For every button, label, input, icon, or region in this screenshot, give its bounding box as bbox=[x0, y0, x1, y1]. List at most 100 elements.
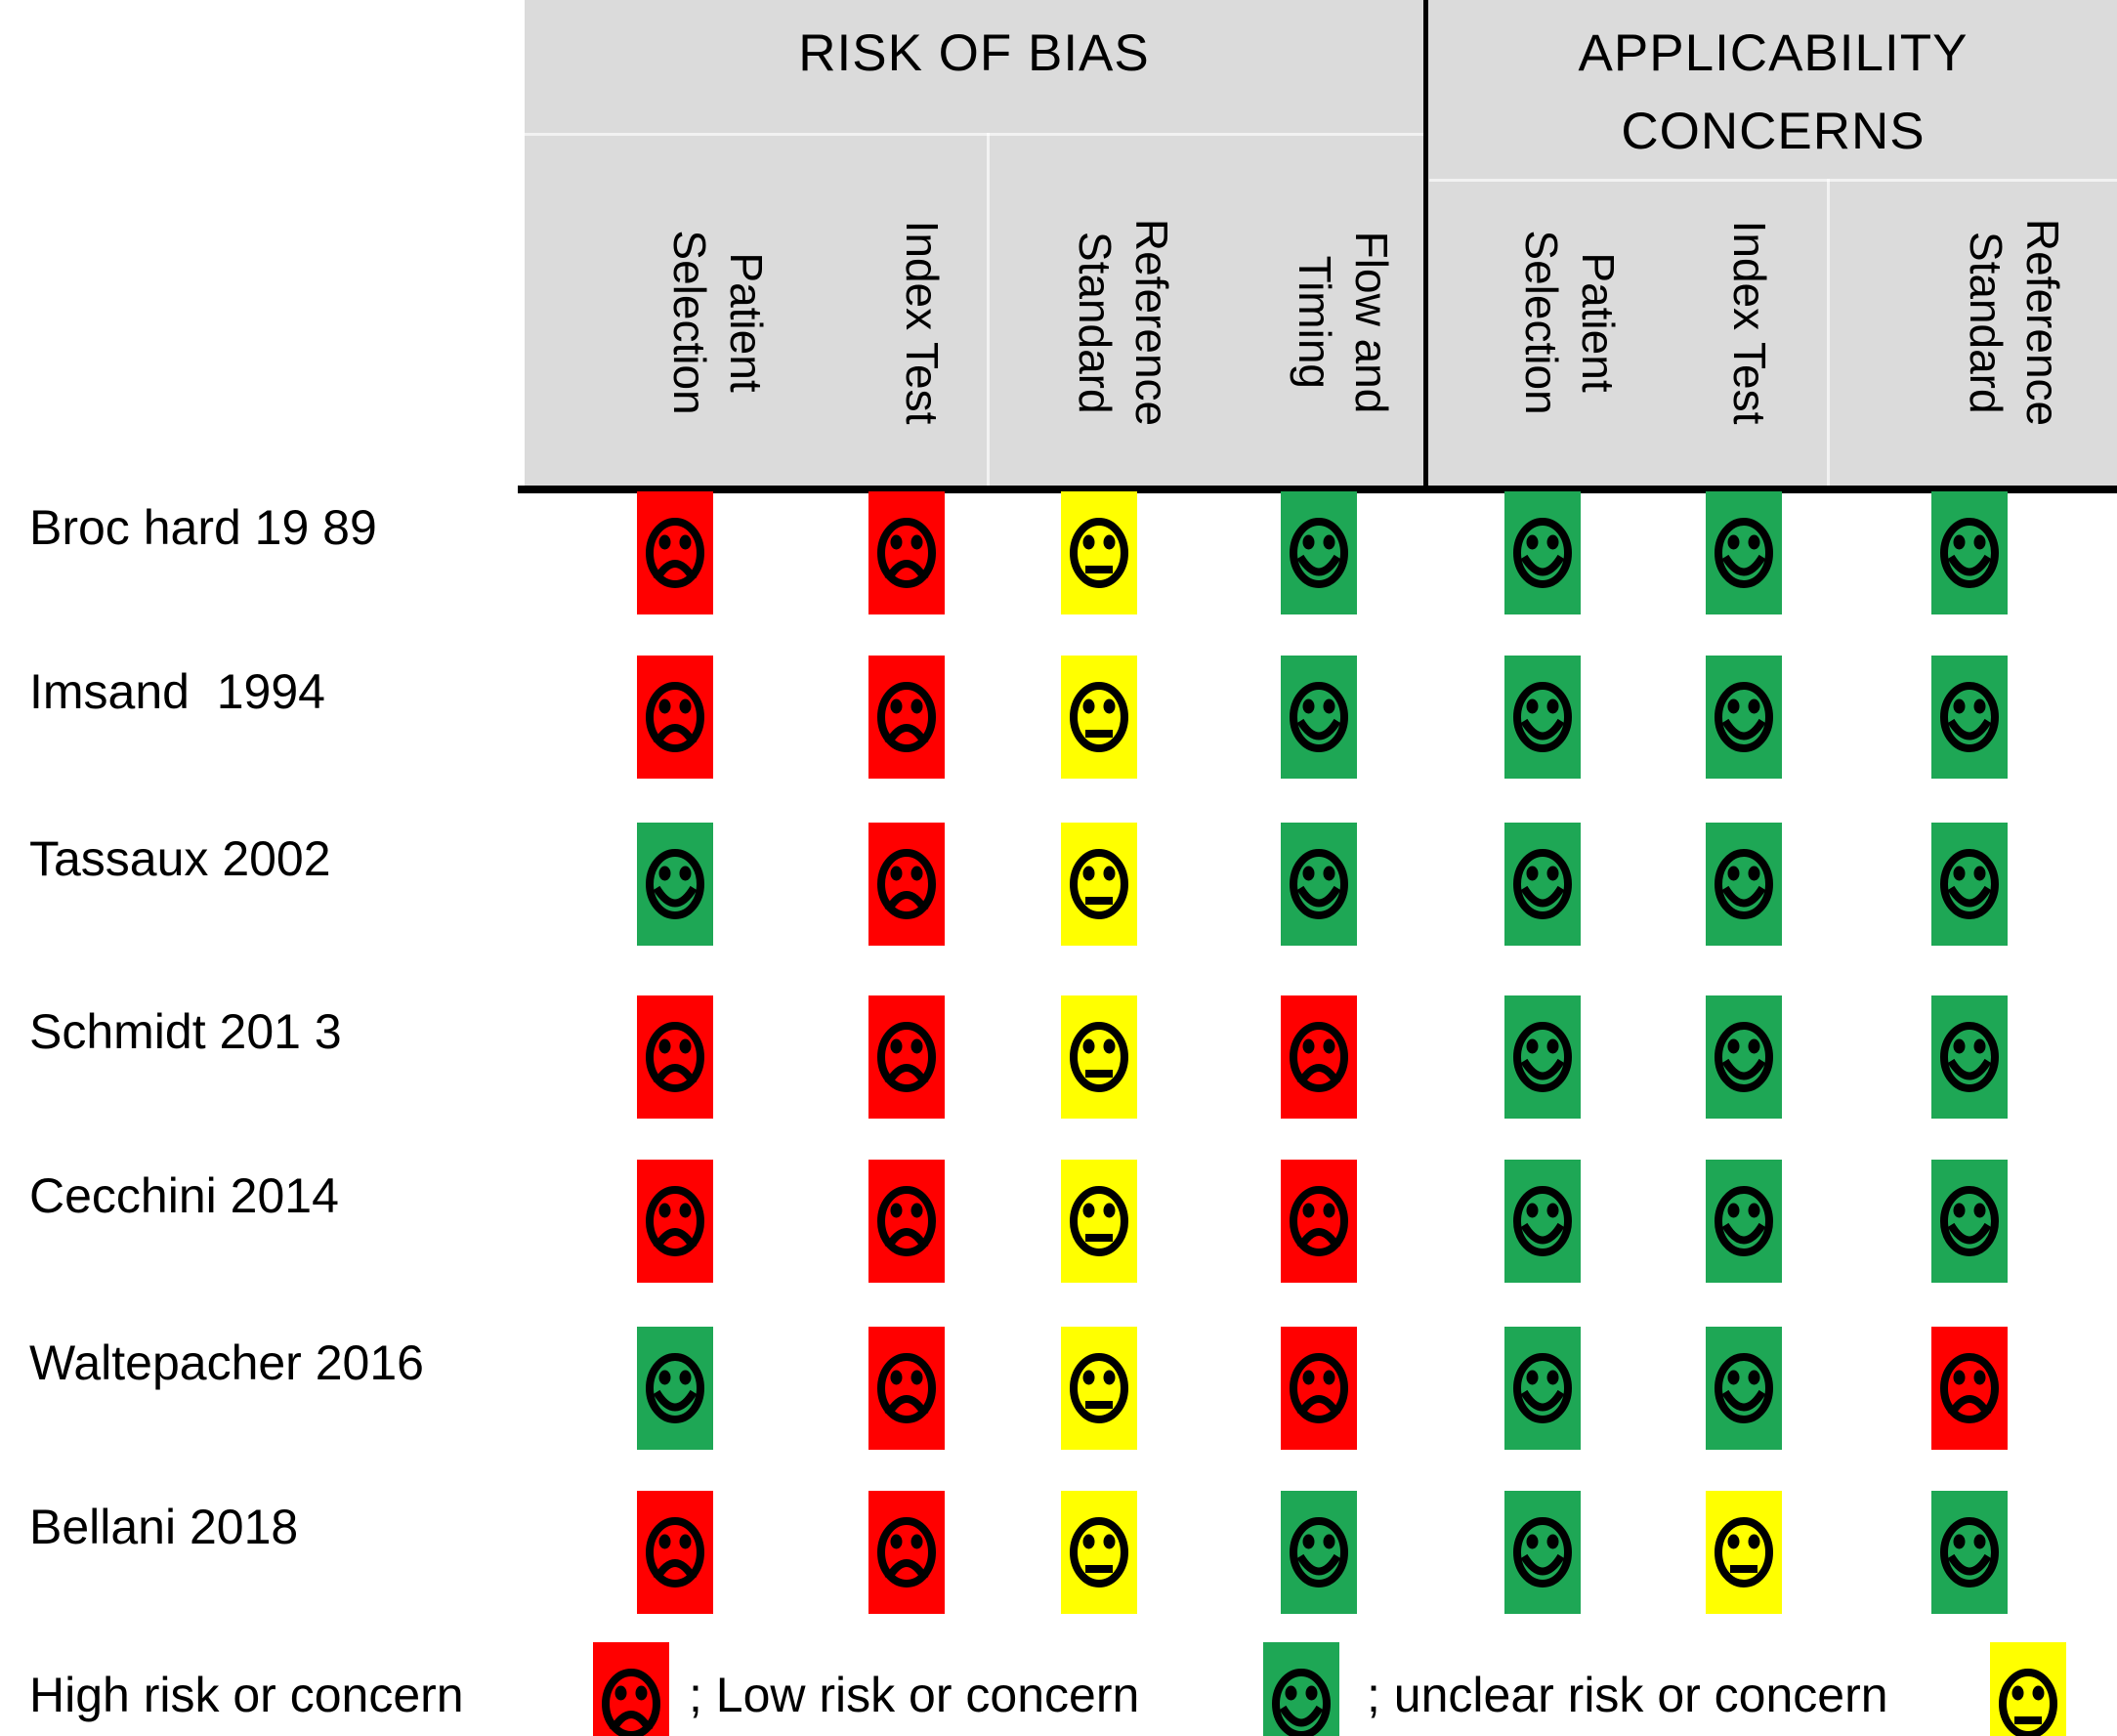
rating-cell-low bbox=[1706, 995, 1782, 1119]
rating-cell-high bbox=[868, 1491, 945, 1614]
rating-cell-high bbox=[1281, 1160, 1357, 1283]
study-label: Cecchini 2014 bbox=[29, 1168, 339, 1223]
happy-face-icon bbox=[1281, 823, 1357, 946]
sad-face-icon bbox=[868, 1160, 945, 1283]
header-underline bbox=[518, 486, 2117, 493]
rating-cell-high bbox=[868, 1327, 945, 1450]
happy-face-icon bbox=[637, 1327, 713, 1450]
legend-label-unclear: ; unclear risk or concern bbox=[1367, 1668, 1888, 1722]
rating-cell-high bbox=[637, 491, 713, 614]
section-divider-line bbox=[1423, 0, 1428, 493]
happy-face-icon bbox=[1281, 491, 1357, 614]
column-header-app-index-test: Index Test bbox=[1721, 221, 1778, 425]
legend-label-low: ; Low risk or concern bbox=[689, 1668, 1140, 1722]
happy-face-icon bbox=[1706, 1160, 1782, 1283]
rating-cell-low bbox=[1931, 995, 2008, 1119]
column-header-line: Standard bbox=[1961, 231, 2011, 414]
neutral-face-icon bbox=[1990, 1642, 2066, 1736]
happy-face-icon bbox=[1504, 656, 1581, 779]
study-label: Bellani 2018 bbox=[29, 1500, 299, 1554]
happy-face-icon bbox=[1706, 823, 1782, 946]
rating-cell-low bbox=[637, 823, 713, 946]
sad-face-icon bbox=[637, 1491, 713, 1614]
header-seam-left bbox=[525, 133, 1423, 136]
column-header-line: Patient bbox=[1573, 252, 1624, 393]
sad-face-icon bbox=[637, 995, 713, 1119]
happy-face-icon bbox=[1706, 491, 1782, 614]
rating-cell-low bbox=[1931, 656, 2008, 779]
legend-face-unclear bbox=[1990, 1642, 2066, 1736]
legend-face-low bbox=[1263, 1642, 1339, 1736]
legend-label-high: High risk or concern bbox=[29, 1668, 464, 1722]
header-seam-right bbox=[1429, 179, 2117, 182]
header-background bbox=[525, 0, 2117, 493]
sad-face-icon bbox=[868, 823, 945, 946]
rating-cell-low bbox=[1706, 491, 1782, 614]
happy-face-icon bbox=[1931, 995, 2008, 1119]
sad-face-icon bbox=[868, 656, 945, 779]
rating-cell-low bbox=[1504, 823, 1581, 946]
rating-cell-high bbox=[637, 656, 713, 779]
column-header-app-patient-selection: Patient Selection bbox=[1513, 230, 1627, 414]
column-header-rob-patient-selection: Patient Selection bbox=[661, 230, 775, 414]
rating-cell-low bbox=[1504, 1491, 1581, 1614]
column-header-rob-reference-standard: Reference Standard bbox=[1067, 219, 1180, 426]
column-header-line: Patient bbox=[721, 252, 772, 393]
rating-cell-unclear bbox=[1061, 1327, 1137, 1450]
rating-cell-low bbox=[1504, 995, 1581, 1119]
happy-face-icon bbox=[637, 823, 713, 946]
rating-cell-low bbox=[1706, 656, 1782, 779]
rating-cell-unclear bbox=[1706, 1491, 1782, 1614]
sad-face-icon bbox=[637, 491, 713, 614]
neutral-face-icon bbox=[1061, 1491, 1137, 1614]
rating-cell-unclear bbox=[1061, 491, 1137, 614]
column-header-line: Index Test bbox=[1724, 220, 1775, 425]
sad-face-icon bbox=[593, 1642, 669, 1736]
rating-cell-high bbox=[868, 995, 945, 1119]
happy-face-icon bbox=[1931, 1491, 2008, 1614]
sad-face-icon bbox=[868, 491, 945, 614]
rating-cell-low bbox=[1504, 491, 1581, 614]
neutral-face-icon bbox=[1061, 491, 1137, 614]
sad-face-icon bbox=[637, 656, 713, 779]
study-label: Waltepacher 2016 bbox=[29, 1335, 424, 1390]
happy-face-icon bbox=[1281, 1491, 1357, 1614]
study-label: Broc hard 19 89 bbox=[29, 500, 377, 555]
rating-cell-low bbox=[1281, 823, 1357, 946]
column-header-rob-index-test: Index Test bbox=[894, 221, 951, 425]
neutral-face-icon bbox=[1706, 1491, 1782, 1614]
sad-face-icon bbox=[1281, 995, 1357, 1119]
rating-cell-low bbox=[1706, 823, 1782, 946]
rating-cell-low bbox=[1504, 1160, 1581, 1283]
happy-face-icon bbox=[1504, 823, 1581, 946]
rating-cell-low bbox=[1706, 1160, 1782, 1283]
sad-face-icon bbox=[1281, 1327, 1357, 1450]
column-seam-right-section bbox=[1827, 179, 1830, 486]
rating-cell-unclear bbox=[1061, 995, 1137, 1119]
column-header-app-reference-standard: Reference Standard bbox=[1958, 219, 2071, 426]
rating-cell-high bbox=[1931, 1327, 2008, 1450]
column-header-line: Standard bbox=[1070, 231, 1121, 414]
column-header-line: Timing bbox=[1290, 255, 1340, 390]
rating-cell-low bbox=[1504, 656, 1581, 779]
column-header-rob-flow-and-timing: Flow and Timing bbox=[1287, 232, 1400, 414]
legend-face-high bbox=[593, 1642, 669, 1736]
neutral-face-icon bbox=[1061, 1160, 1137, 1283]
rating-cell-low bbox=[1706, 1327, 1782, 1450]
rating-cell-high bbox=[868, 1160, 945, 1283]
happy-face-icon bbox=[1281, 656, 1357, 779]
applicability-title-line1: APPLICABILITY bbox=[1578, 24, 1969, 82]
risk-of-bias-title: RISK OF BIAS bbox=[798, 24, 1150, 82]
rating-cell-high bbox=[637, 1160, 713, 1283]
neutral-face-icon bbox=[1061, 823, 1137, 946]
rating-cell-low bbox=[1931, 1160, 2008, 1283]
column-header-line: Flow and bbox=[1346, 231, 1397, 414]
rating-cell-low bbox=[1281, 1491, 1357, 1614]
rating-cell-unclear bbox=[1061, 1160, 1137, 1283]
rating-cell-unclear bbox=[1061, 1491, 1137, 1614]
happy-face-icon bbox=[1504, 491, 1581, 614]
rating-cell-low bbox=[1281, 491, 1357, 614]
happy-face-icon bbox=[1931, 656, 2008, 779]
rating-cell-low bbox=[1504, 1327, 1581, 1450]
